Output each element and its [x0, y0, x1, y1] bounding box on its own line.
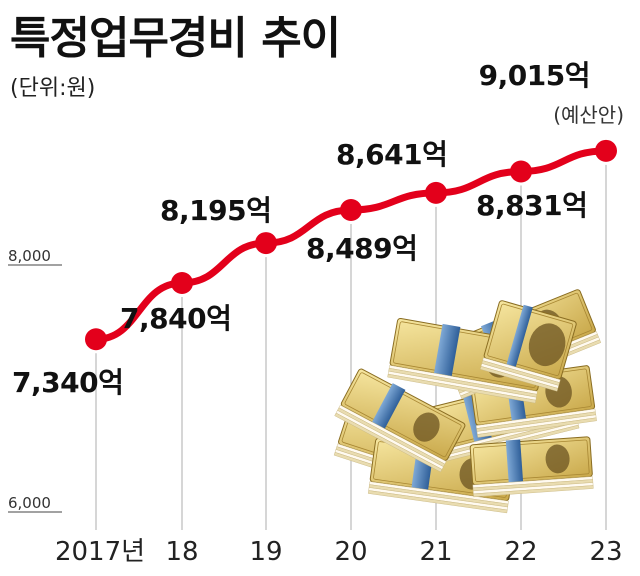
data-label-1: 7,840억 [120, 302, 231, 335]
data-label-0: 7,340억 [12, 366, 123, 399]
data-label-5: 8,831억 [476, 189, 587, 222]
y-tick-label-0: 8,000 [8, 247, 51, 265]
unit-label: (단위:원) [10, 76, 96, 101]
data-point-2 [255, 232, 277, 255]
x-tick-label-2: 19 [249, 537, 282, 567]
data-point-0 [85, 328, 107, 351]
x-tick-label-4: 21 [419, 537, 452, 567]
data-point-1 [171, 272, 193, 294]
data-point-4 [425, 181, 447, 204]
x-tick-label-0: 2017년 [55, 537, 145, 567]
x-tick-label-3: 20 [334, 537, 367, 567]
data-point-3 [340, 198, 362, 221]
budget-annotation: (예산안) [553, 103, 624, 127]
x-tick-label-1: 18 [165, 537, 198, 567]
data-label-4: 8,641억 [336, 138, 447, 171]
x-tick-label-5: 22 [504, 537, 537, 567]
x-tick-label-6: 23 [589, 537, 622, 567]
money-stack-illustration [333, 289, 602, 514]
chart-title: 특정업무경비 추이 [10, 13, 341, 64]
y-tick-label-1: 6,000 [8, 494, 51, 512]
data-label-3: 8,489억 [306, 232, 417, 265]
data-point-6 [595, 139, 617, 162]
data-label-2: 8,195억 [160, 194, 271, 227]
data-label-6: 9,015억 [479, 59, 590, 92]
data-point-5 [510, 160, 532, 183]
